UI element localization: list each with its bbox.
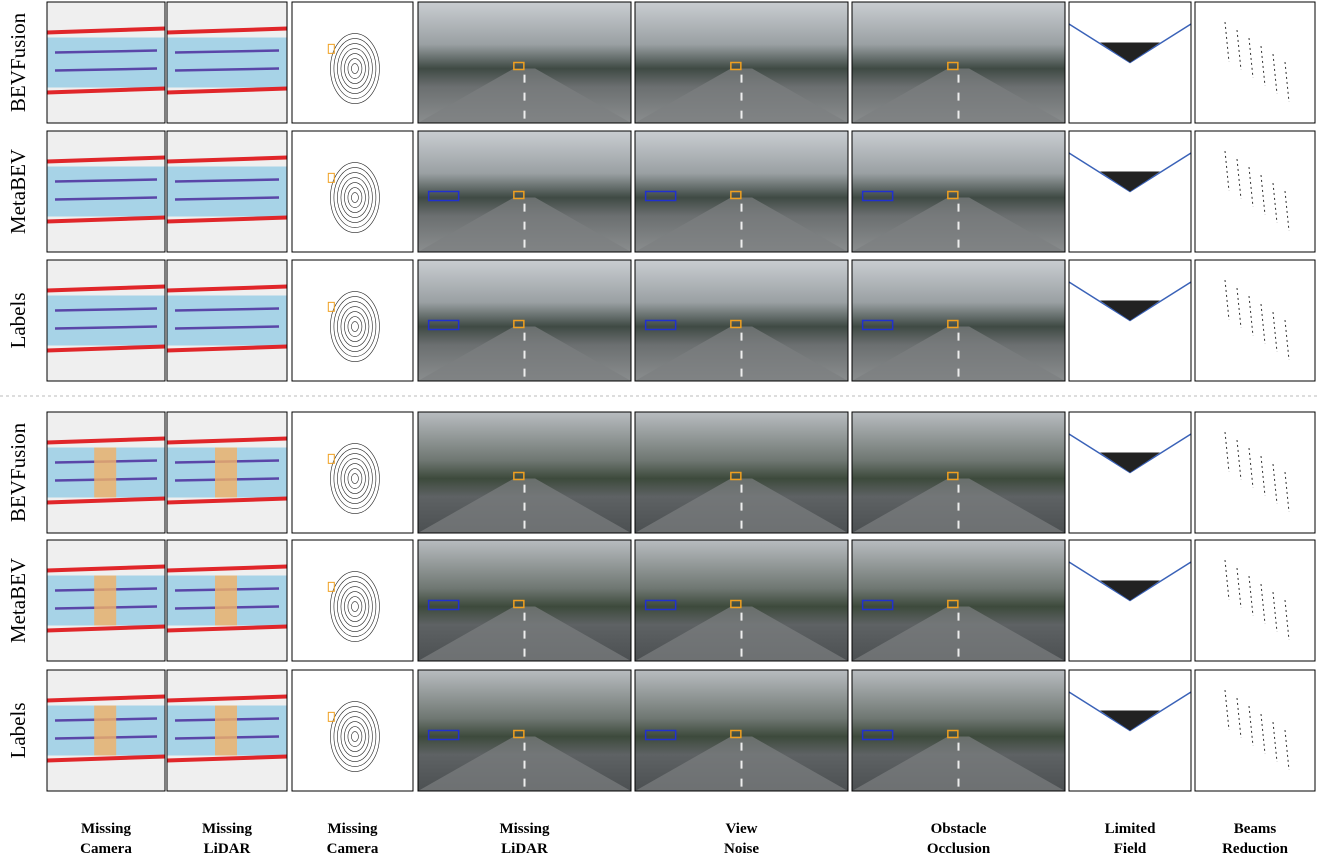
panel-fov xyxy=(1069,131,1191,252)
panel-photo xyxy=(418,131,631,252)
panel-photo xyxy=(635,412,848,533)
panel-lidar xyxy=(292,131,413,252)
panel-lidar xyxy=(292,412,413,533)
lidar-background xyxy=(292,2,413,123)
lidar-background xyxy=(1195,670,1315,791)
column-label: Camera xyxy=(80,841,132,857)
column-label: LiDAR xyxy=(501,841,548,857)
row-label: Labels xyxy=(6,293,30,349)
row-label: BEVFusion xyxy=(6,422,30,522)
column-label: Reduction xyxy=(1222,841,1288,857)
panel-lidar xyxy=(292,670,413,791)
panel-photo xyxy=(852,412,1065,533)
panel-fov xyxy=(1069,2,1191,123)
lidar-background xyxy=(292,670,413,791)
panel-beams xyxy=(1195,2,1315,123)
column-label: Noise xyxy=(724,841,759,857)
panel-photo xyxy=(852,670,1065,791)
panel-bev xyxy=(167,2,287,123)
lidar-background xyxy=(292,260,413,381)
panel-fov xyxy=(1069,260,1191,381)
road-area xyxy=(47,167,165,217)
panel-photo xyxy=(635,260,848,381)
panel-lidar xyxy=(292,260,413,381)
lidar-background xyxy=(292,412,413,533)
lidar-background xyxy=(292,131,413,252)
panel-fov xyxy=(1069,412,1191,533)
lidar-background xyxy=(1195,2,1315,123)
panel-photo xyxy=(418,260,631,381)
panel-bev xyxy=(47,540,165,661)
road-area xyxy=(47,296,165,346)
panel-photo xyxy=(852,540,1065,661)
road-area xyxy=(167,38,287,88)
road-area xyxy=(167,167,287,217)
column-label: View xyxy=(726,821,758,837)
panel-photo xyxy=(852,260,1065,381)
panel-bev xyxy=(47,260,165,381)
panel-photo xyxy=(418,540,631,661)
panel-photo xyxy=(418,2,631,123)
crossing xyxy=(94,448,116,498)
panel-photo xyxy=(418,412,631,533)
panel-fov xyxy=(1069,670,1191,791)
panel-photo xyxy=(635,131,848,252)
lidar-background xyxy=(292,540,413,661)
panel-beams xyxy=(1195,131,1315,252)
panel-beams xyxy=(1195,670,1315,791)
panel-bev xyxy=(167,260,287,381)
column-label: Field xyxy=(1114,841,1147,857)
panel-bev xyxy=(47,2,165,123)
column-label: Camera xyxy=(327,841,379,857)
column-label: Obstacle xyxy=(931,821,987,837)
column-label: Occlusion xyxy=(927,841,991,857)
lidar-background xyxy=(1195,260,1315,381)
road-area xyxy=(47,38,165,88)
panel-bev xyxy=(47,131,165,252)
panel-beams xyxy=(1195,412,1315,533)
lidar-background xyxy=(1195,540,1315,661)
column-label: Missing xyxy=(327,821,378,837)
panel-lidar xyxy=(292,540,413,661)
crossing xyxy=(215,706,237,756)
row-label: Labels xyxy=(6,703,30,759)
crossing xyxy=(215,576,237,626)
panel-bev xyxy=(167,670,287,791)
panel-photo xyxy=(635,2,848,123)
panel-bev xyxy=(47,412,165,533)
panel-beams xyxy=(1195,260,1315,381)
lidar-background xyxy=(1195,412,1315,533)
row-label: BEVFusion xyxy=(6,12,30,112)
column-label: Missing xyxy=(499,821,550,837)
panel-lidar xyxy=(292,2,413,123)
panel-bev xyxy=(167,540,287,661)
column-label: LiDAR xyxy=(204,841,251,857)
panel-photo xyxy=(635,670,848,791)
panel-photo xyxy=(635,540,848,661)
row-label: MetaBEV xyxy=(6,149,30,234)
panel-bev xyxy=(47,670,165,791)
row-label: MetaBEV xyxy=(6,558,30,643)
figure: BEVFusion MetaBEV Labels BEVFusion MetaBEV La… xyxy=(0,0,1319,859)
panel-fov xyxy=(1069,540,1191,661)
road-area xyxy=(167,296,287,346)
crossing xyxy=(215,448,237,498)
column-label: Beams xyxy=(1234,821,1277,837)
panel-bev xyxy=(167,131,287,252)
crossing xyxy=(94,576,116,626)
panel-photo xyxy=(852,131,1065,252)
column-label: Limited xyxy=(1105,821,1156,837)
lidar-background xyxy=(1195,131,1315,252)
panel-photo xyxy=(418,670,631,791)
column-label: Missing xyxy=(202,821,253,837)
panel-bev xyxy=(167,412,287,533)
crossing xyxy=(94,706,116,756)
column-label: Missing xyxy=(81,821,132,837)
panel-beams xyxy=(1195,540,1315,661)
panel-photo xyxy=(852,2,1065,123)
